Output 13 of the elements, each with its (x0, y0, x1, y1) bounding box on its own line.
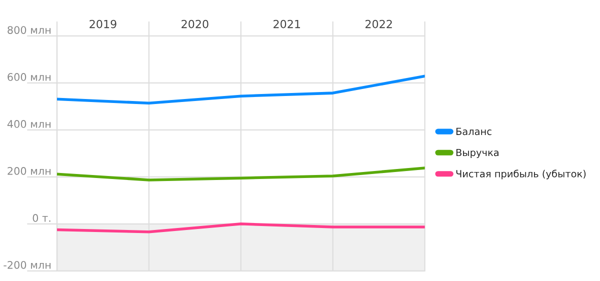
y-tick-label: 0 т. (32, 214, 50, 222)
x-tick-label: 2022 (366, 20, 392, 28)
legend-label: Чистая прибыль (убыток) (456, 170, 586, 180)
legend-label: Баланс (456, 128, 492, 136)
y-tick-label: 800 млн (8, 26, 50, 34)
y-tick-label: 400 млн (7, 120, 50, 128)
x-tick-label: 2020 (182, 20, 208, 28)
x-tick-label: 2021 (274, 20, 300, 28)
y-tick-label: 600 млн (8, 73, 50, 81)
x-tick-label: 2019 (90, 20, 116, 28)
legend-label: Выручка (456, 148, 498, 158)
y-tick-label: -200 млн (4, 260, 50, 269)
y-tick-label: 200 млн (8, 167, 50, 175)
